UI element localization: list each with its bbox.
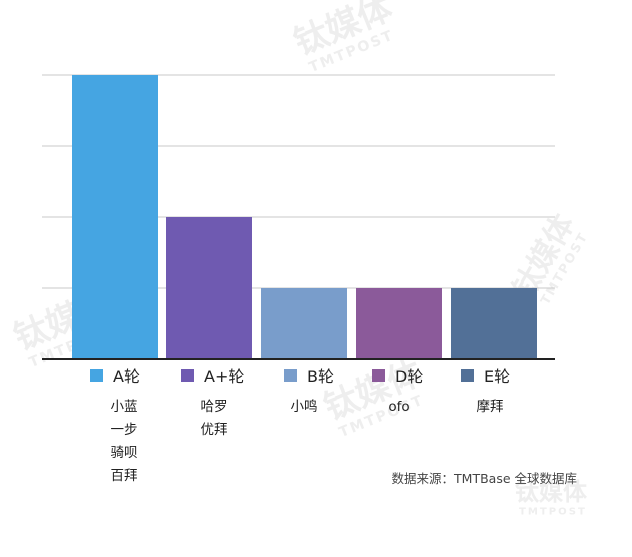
company-name: 小蓝: [111, 399, 138, 415]
legend-swatch: [372, 369, 385, 382]
legend-label: D轮: [395, 367, 423, 386]
company-name: ofo: [388, 399, 409, 415]
legend-swatch: [461, 369, 474, 382]
watermark-brand-latin: TMTPOST: [519, 506, 587, 517]
company-name: 一步: [111, 422, 138, 438]
bar: [451, 288, 537, 359]
company-name: 优拜: [201, 422, 228, 438]
source-note: 数据来源：TMTBase 全球数据库: [392, 471, 577, 486]
company-name: 小鸣: [291, 398, 318, 415]
company-name: 百拜: [111, 468, 138, 484]
legend-swatch: [181, 369, 194, 382]
bar: [356, 288, 442, 359]
legend-swatch: [284, 369, 297, 382]
bars: [72, 75, 537, 359]
legend-label: A+轮: [204, 367, 244, 386]
bar: [166, 217, 252, 359]
company-name: 摩拜: [477, 398, 504, 415]
bar: [261, 288, 347, 359]
bar: [72, 75, 158, 359]
legend-label: E轮: [484, 367, 510, 386]
legend: A轮 A+轮 B轮 D轮 E轮: [90, 367, 510, 386]
company-name: 哈罗: [201, 399, 228, 415]
watermark-brand-text: 钛媒体: [515, 478, 588, 506]
legend-label: B轮: [307, 367, 334, 386]
company-name: 骑呗: [111, 445, 138, 461]
legend-swatch: [90, 369, 103, 382]
legend-label: A轮: [113, 367, 140, 386]
